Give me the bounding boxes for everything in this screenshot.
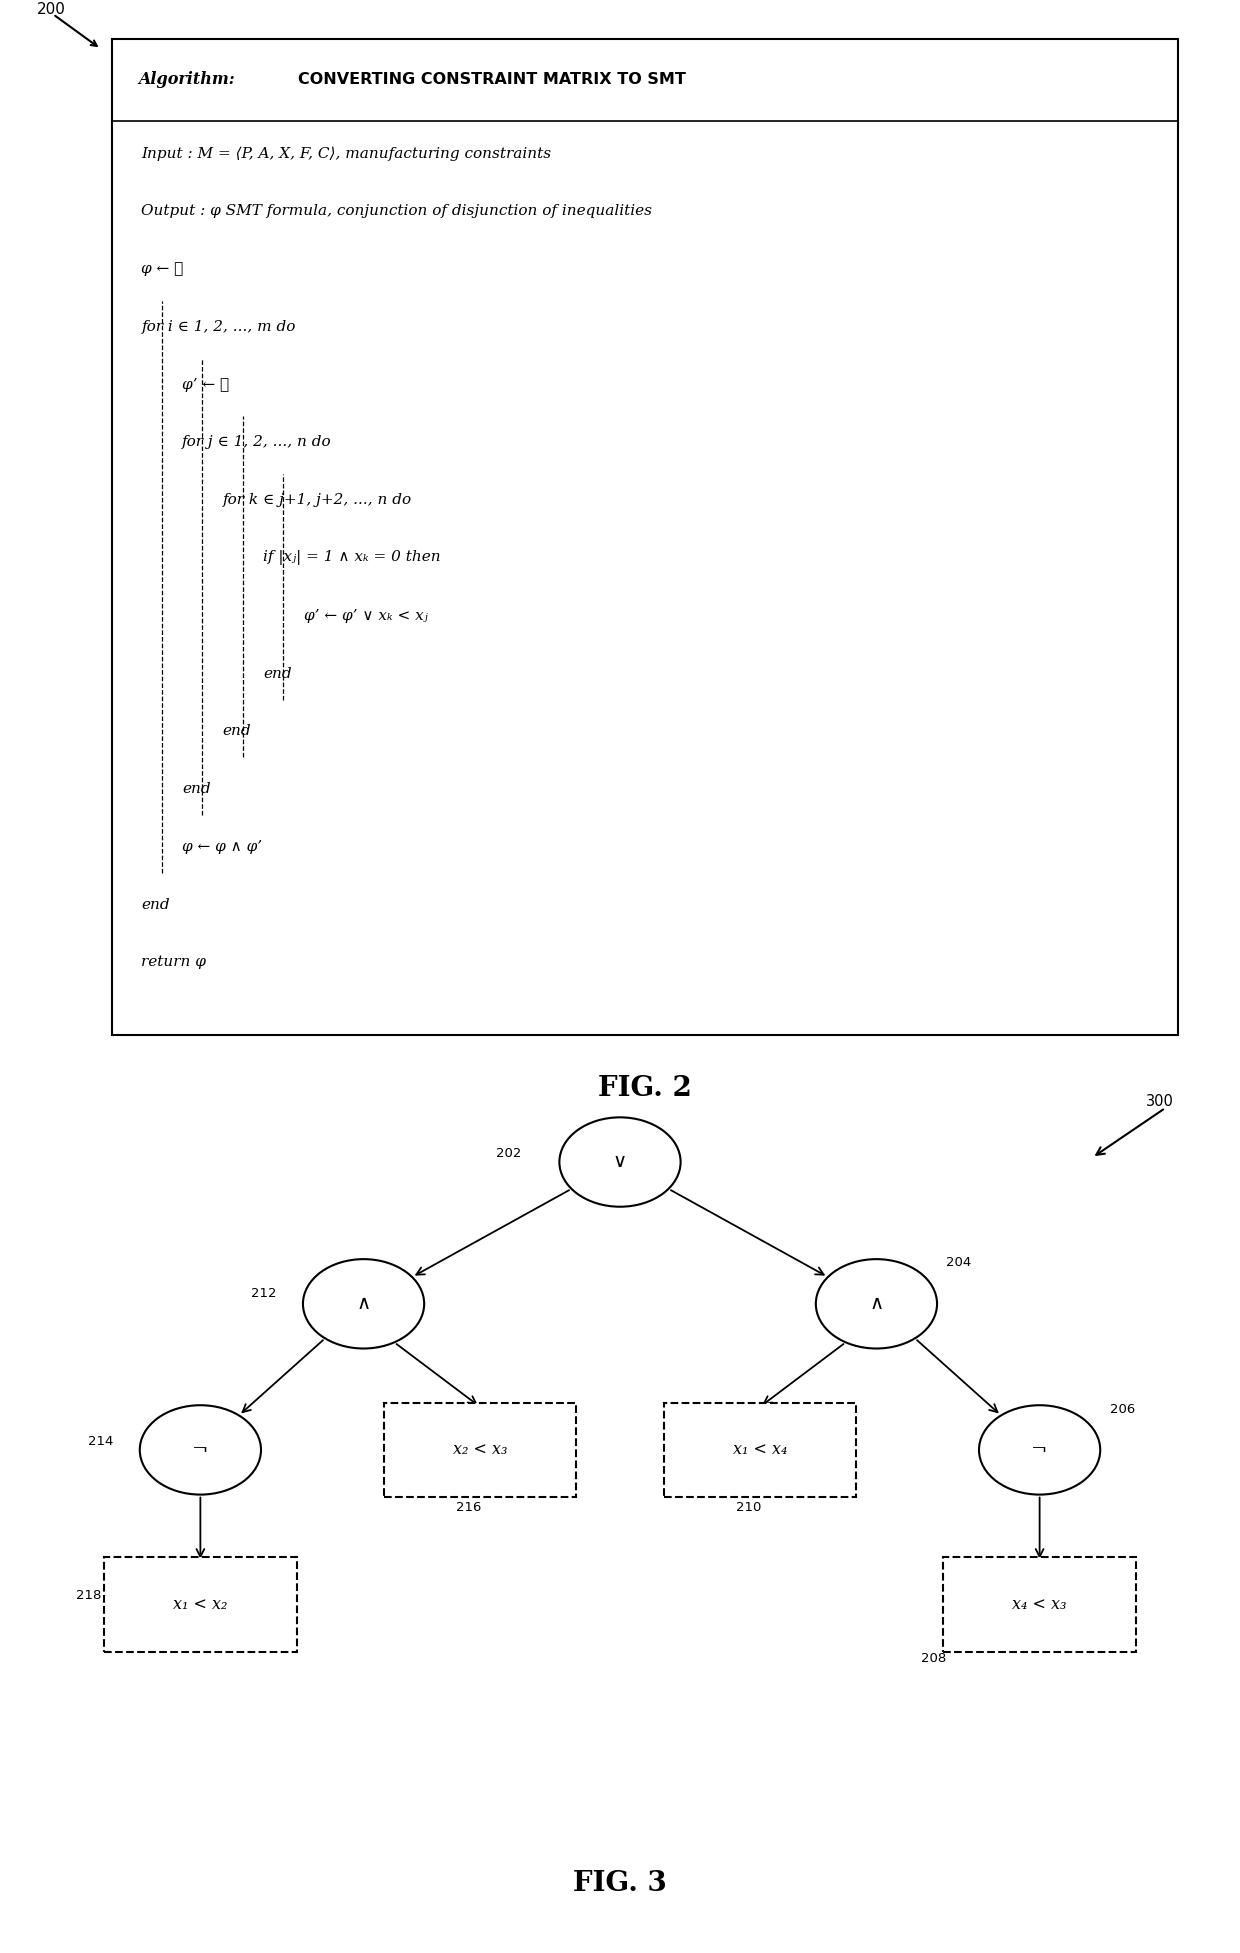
Text: FIG. 3: FIG. 3 bbox=[573, 1871, 667, 1898]
Circle shape bbox=[559, 1117, 681, 1207]
Text: for j ∈ 1, 2, ..., n do: for j ∈ 1, 2, ..., n do bbox=[182, 436, 331, 449]
Text: 200: 200 bbox=[37, 2, 66, 18]
Circle shape bbox=[140, 1406, 260, 1494]
Text: 210: 210 bbox=[735, 1502, 761, 1514]
Text: end: end bbox=[141, 898, 170, 912]
Text: x₁ < x₄: x₁ < x₄ bbox=[733, 1441, 787, 1459]
FancyBboxPatch shape bbox=[944, 1557, 1136, 1652]
Text: ∧: ∧ bbox=[869, 1295, 884, 1312]
FancyBboxPatch shape bbox=[104, 1557, 296, 1652]
FancyBboxPatch shape bbox=[663, 1402, 856, 1498]
Text: 212: 212 bbox=[250, 1287, 277, 1301]
Text: ¬: ¬ bbox=[192, 1441, 208, 1459]
Text: 300: 300 bbox=[1146, 1094, 1173, 1109]
Text: FIG. 2: FIG. 2 bbox=[598, 1074, 692, 1101]
Text: φ’ ← ∅: φ’ ← ∅ bbox=[182, 377, 229, 393]
Text: end: end bbox=[182, 781, 211, 797]
Text: x₄ < x₃: x₄ < x₃ bbox=[1012, 1596, 1066, 1613]
Text: if |xⱼ| = 1 ∧ xₖ = 0 then: if |xⱼ| = 1 ∧ xₖ = 0 then bbox=[263, 551, 440, 566]
Text: 204: 204 bbox=[946, 1256, 972, 1269]
Circle shape bbox=[303, 1260, 424, 1348]
Circle shape bbox=[980, 1406, 1100, 1494]
FancyBboxPatch shape bbox=[112, 39, 1178, 1035]
Text: 202: 202 bbox=[496, 1146, 521, 1160]
Text: CONVERTING CONSTRAINT MATRIX TO SMT: CONVERTING CONSTRAINT MATRIX TO SMT bbox=[299, 72, 686, 88]
Circle shape bbox=[816, 1260, 937, 1348]
Text: x₁ < x₂: x₁ < x₂ bbox=[174, 1596, 228, 1613]
Text: Output : φ SMT formula, conjunction of disjunction of inequalities: Output : φ SMT formula, conjunction of d… bbox=[141, 205, 652, 219]
Text: 214: 214 bbox=[88, 1435, 113, 1447]
Text: end: end bbox=[263, 666, 291, 680]
Text: 216: 216 bbox=[456, 1502, 481, 1514]
Text: 206: 206 bbox=[1110, 1402, 1135, 1416]
Text: end: end bbox=[222, 725, 252, 738]
Text: ∨: ∨ bbox=[613, 1152, 627, 1172]
Text: for k ∈ j+1, j+2, ..., n do: for k ∈ j+1, j+2, ..., n do bbox=[222, 494, 412, 508]
Text: return φ: return φ bbox=[141, 955, 206, 969]
Text: ∧: ∧ bbox=[356, 1295, 371, 1312]
FancyBboxPatch shape bbox=[384, 1402, 577, 1498]
Text: 208: 208 bbox=[921, 1652, 946, 1664]
Text: φ’ ← φ’ ∨ xₖ < xⱼ: φ’ ← φ’ ∨ xₖ < xⱼ bbox=[304, 609, 428, 623]
Text: Algorithm:: Algorithm: bbox=[138, 72, 234, 88]
Text: x₂ < x₃: x₂ < x₃ bbox=[453, 1441, 507, 1459]
Text: ¬: ¬ bbox=[1032, 1441, 1048, 1459]
Text: φ ← ∅: φ ← ∅ bbox=[141, 262, 184, 275]
Text: φ ← φ ∧ φ’: φ ← φ ∧ φ’ bbox=[182, 840, 262, 853]
Text: Input : M = ⟨P, A, X, F, C⟩, manufacturing constraints: Input : M = ⟨P, A, X, F, C⟩, manufacturi… bbox=[141, 146, 552, 160]
Text: 218: 218 bbox=[76, 1590, 102, 1603]
Text: for i ∈ 1, 2, ..., m do: for i ∈ 1, 2, ..., m do bbox=[141, 320, 296, 334]
